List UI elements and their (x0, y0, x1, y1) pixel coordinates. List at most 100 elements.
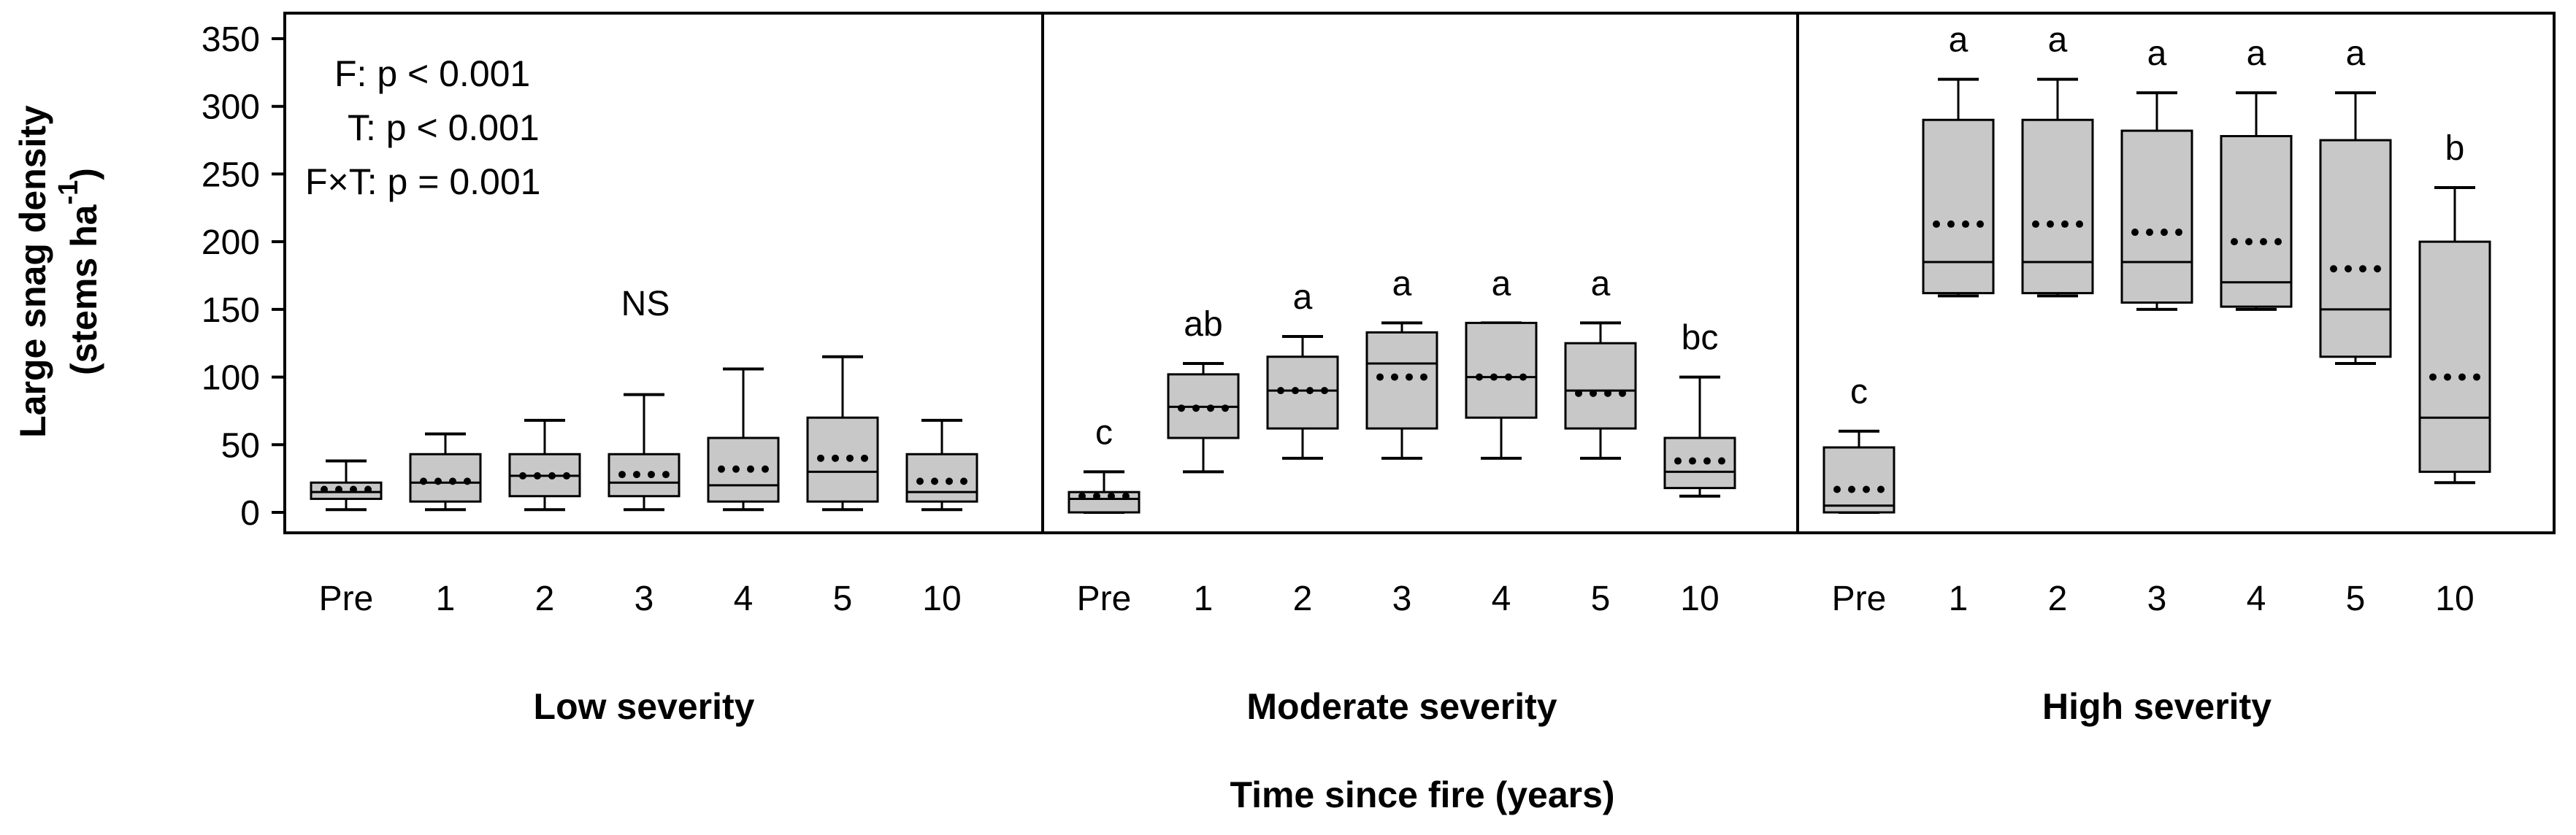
mean-dot (2061, 220, 2069, 228)
mean-dot (1689, 457, 1696, 465)
mean-dot (464, 477, 471, 485)
box-iqr (1822, 446, 1895, 514)
y-axis-title: Large snag density (stems ha-1) (12, 105, 104, 438)
box-high-pre: c (1822, 373, 1895, 514)
box-moderate-3: a (1365, 264, 1438, 460)
mean-dot (1877, 485, 1885, 493)
y-tick-label-100: 100 (202, 359, 260, 398)
box-iqr (905, 453, 978, 503)
x-axis-title: Time since fire (years) (1230, 774, 1614, 815)
mean-dot (1947, 220, 1955, 228)
significance-letter: a (1591, 264, 1611, 303)
mean-marker (420, 477, 471, 485)
mean-marker (1674, 457, 1725, 465)
mean-dot (1093, 492, 1100, 500)
stats-line-f: F: p < 0.001 (334, 53, 530, 94)
mean-dot (916, 477, 924, 485)
mean-dot (1703, 457, 1711, 465)
y-axis-title-line1: Large snag density (12, 105, 53, 438)
mean-dot (2374, 265, 2381, 273)
box-high-1: a (1922, 21, 1995, 298)
mean-dot (1292, 387, 1299, 395)
mean-dot (1222, 404, 1229, 412)
x-tick-label-4: 4 (1492, 580, 1511, 618)
x-tick-label-2: 2 (1293, 580, 1313, 618)
stats-annotation: F: p < 0.001 T: p < 0.001 F×T: p = 0.001 (305, 53, 540, 202)
mean-dot (960, 477, 967, 485)
mean-marker (1476, 373, 1527, 381)
panel-high-severity: c Pre a 1 a 2 a 3 a 4 a 5 b 10 High severity (1822, 21, 2491, 727)
mean-dot (548, 472, 556, 480)
x-tick-label-3: 3 (2147, 580, 2167, 618)
mean-dot (1108, 492, 1115, 500)
significance-letter: a (2147, 34, 2167, 73)
mean-dot (2429, 373, 2437, 381)
mean-dot (1505, 373, 1512, 381)
mean-dot (2458, 373, 2466, 381)
mean-dot (1590, 389, 1597, 397)
y-tick-label-0: 0 (240, 494, 260, 533)
mean-dot (732, 465, 740, 473)
panel-title: Low severity (534, 686, 755, 727)
mean-dot (563, 472, 570, 480)
mean-dot (2345, 265, 2352, 273)
y-axis-title-exponent: -1 (53, 180, 84, 205)
mean-dot (762, 465, 769, 473)
y-tick-label-350: 350 (202, 20, 260, 59)
mean-dot (1420, 373, 1427, 381)
box-low-pre (310, 459, 383, 512)
mean-dot (817, 454, 824, 462)
x-tick-label-5: 5 (1591, 580, 1611, 618)
significance-letter: c (1095, 413, 1113, 452)
stats-line-t: T: p < 0.001 (348, 107, 540, 148)
box-low-4 (707, 367, 780, 512)
mean-dot (1376, 373, 1384, 381)
mean-marker (519, 472, 570, 480)
significance-letter: a (1392, 264, 1412, 303)
box-low-10 (905, 418, 978, 512)
y-axis-title-unit: (stems ha (64, 204, 104, 375)
mean-dot (633, 471, 640, 479)
mean-dot (2245, 238, 2253, 246)
mean-dot (420, 477, 427, 485)
mean-marker (1078, 492, 1130, 500)
box-high-4: a (2220, 34, 2293, 311)
mean-dot (1476, 373, 1483, 381)
mean-marker (817, 454, 868, 462)
significance-letter: a (1949, 21, 1969, 60)
x-tick-label-2: 2 (2048, 580, 2068, 618)
mean-dot (1863, 485, 1870, 493)
mean-dot (2473, 373, 2480, 381)
significance-letter: a (2048, 21, 2068, 60)
mean-dot (648, 471, 655, 479)
x-tick-label-3: 3 (1392, 580, 1412, 618)
mean-marker (1376, 373, 1427, 381)
mean-dot (1933, 220, 1940, 228)
mean-dot (2330, 265, 2337, 273)
significance-letter: c (1850, 373, 1868, 412)
box-iqr (2319, 139, 2392, 358)
mean-dot (335, 485, 342, 493)
mean-dot (1406, 373, 1413, 381)
box-iqr (409, 453, 482, 503)
mean-dot (2131, 228, 2139, 236)
mean-dot (662, 471, 670, 479)
box-moderate-5: a (1564, 264, 1637, 460)
x-tick-label-1: 1 (1194, 580, 1214, 618)
mean-dot (2161, 228, 2168, 236)
mean-dot (350, 485, 357, 493)
significance-letter: a (2346, 34, 2366, 73)
significance-letter: a (1492, 264, 1511, 303)
mean-marker (2231, 238, 2282, 246)
box-moderate-1: ab (1167, 305, 1240, 474)
mean-dot (449, 477, 456, 485)
box-high-3: a (2120, 34, 2193, 311)
box-iqr (1365, 331, 1438, 430)
stats-line-fxt: F×T: p = 0.001 (305, 161, 540, 202)
box-iqr (2418, 240, 2491, 473)
y-axis-title-line2: (stems ha-1) (53, 168, 104, 375)
y-axis-title-close: ) (64, 168, 104, 180)
mean-dot (1391, 373, 1398, 381)
